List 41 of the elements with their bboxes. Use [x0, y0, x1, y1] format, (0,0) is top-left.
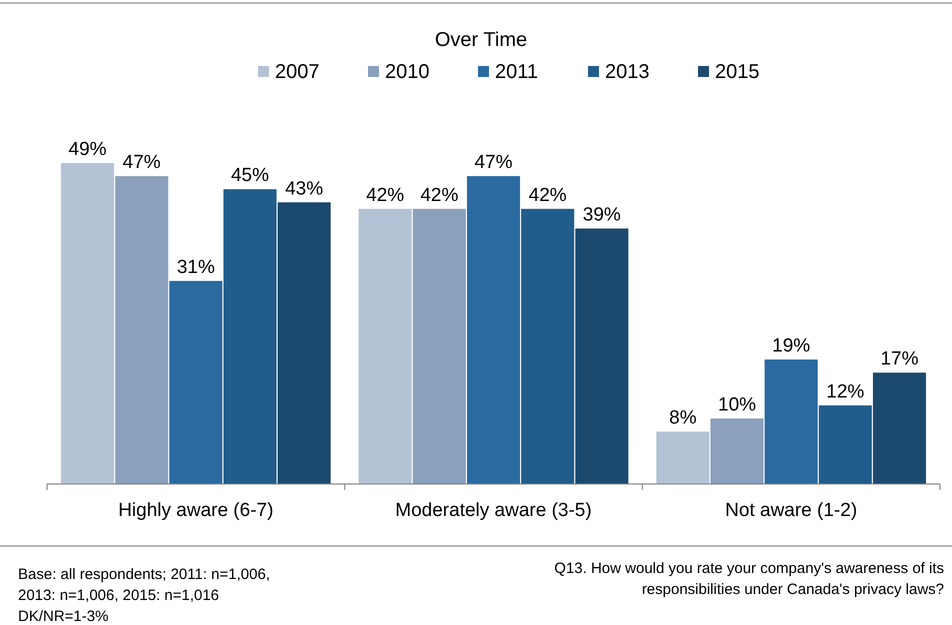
- bar: [412, 208, 466, 484]
- bar: [521, 208, 574, 484]
- bar: [656, 432, 710, 484]
- bar: [223, 189, 277, 484]
- data-label: 8%: [669, 408, 697, 429]
- x-tick-label: Highly aware (6-7): [118, 500, 274, 521]
- legend-label: 2010: [385, 61, 430, 83]
- data-label: 10%: [718, 394, 756, 416]
- data-label: 19%: [772, 336, 810, 357]
- x-tick-label: Moderately aware (3-5): [395, 500, 592, 521]
- data-label: 17%: [880, 348, 919, 370]
- data-label: 43%: [285, 178, 324, 200]
- bar: [818, 405, 872, 484]
- bar: [575, 228, 628, 484]
- bar: [169, 280, 222, 484]
- chart-title: Over Time: [434, 29, 528, 51]
- text: Base: all respondents; 2011: n=1,006, 2013: n=1,006, 2015: n=1,016 DK/NR=1-3%: [18, 566, 270, 625]
- bar: [872, 372, 926, 484]
- bar: [278, 202, 331, 484]
- data-label: 47%: [122, 152, 161, 174]
- bar: [764, 360, 818, 484]
- data-label: 42%: [366, 184, 404, 206]
- bar: [61, 163, 114, 484]
- data-label: 47%: [474, 152, 513, 174]
- legend-label: 2015: [715, 61, 760, 83]
- legend-label: 2007: [275, 61, 320, 83]
- legend-label: 2011: [495, 61, 538, 83]
- data-label: 31%: [176, 256, 215, 278]
- bar: [115, 176, 168, 484]
- legend-label: 2013: [605, 61, 650, 83]
- data-label: 45%: [230, 165, 270, 186]
- bar: [466, 176, 520, 484]
- x-tick-label: Not aware (1-2): [725, 500, 858, 521]
- data-label: 12%: [826, 381, 864, 402]
- data-label: 39%: [582, 204, 621, 226]
- data-label: 42%: [420, 184, 458, 206]
- bar: [710, 418, 764, 484]
- data-label: 42%: [528, 184, 567, 206]
- data-label: 49%: [68, 139, 107, 160]
- text: Q13. How would you rate your company's awareness of its responsibilities under Canada's privacy laws?: [554, 560, 944, 598]
- bar: [358, 208, 412, 484]
